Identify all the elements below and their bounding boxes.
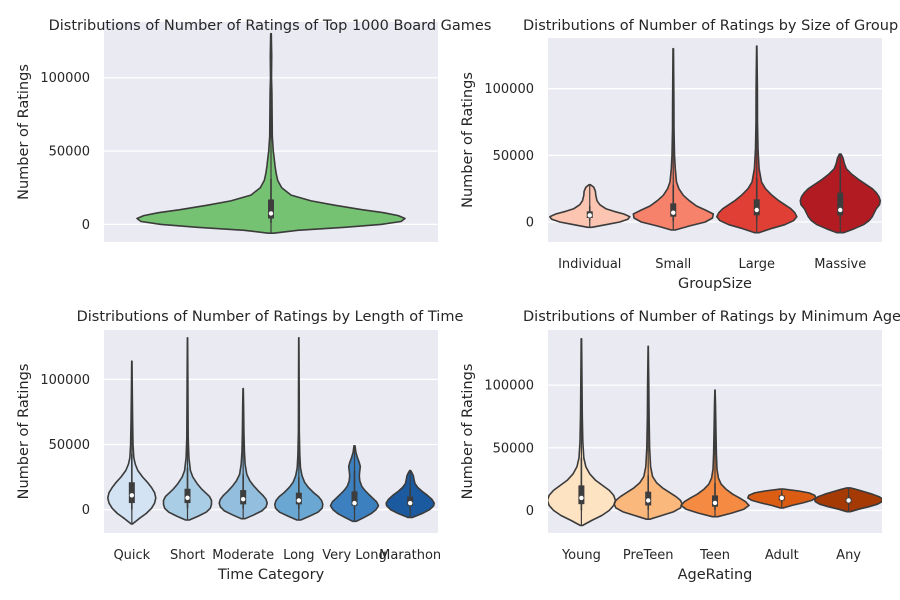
violin-median-dot: [407, 500, 413, 506]
x-tick-label: Massive: [814, 257, 866, 272]
x-tick-label: Individual: [558, 257, 621, 272]
x-tick-label: Teen: [699, 548, 730, 563]
x-tick-label: PreTeen: [623, 548, 674, 563]
x-tick-label: Very Long: [322, 548, 387, 563]
y-tick-label: 0: [526, 216, 534, 231]
y-tick-label: 0: [82, 503, 90, 518]
x-tick-label: Moderate: [212, 548, 274, 563]
violin-iqr-box: [753, 199, 760, 216]
y-axis-label: Number of Ratings: [460, 72, 476, 208]
x-tick-label: Any: [836, 548, 861, 563]
y-tick-label: 100000: [40, 373, 90, 388]
violin-iqr-box: [128, 482, 135, 504]
x-axis-label: GroupSize: [678, 276, 752, 292]
violin-median-dot: [296, 498, 302, 503]
y-tick-label: 50000: [49, 438, 90, 453]
chart-panel-4: 0 50000 100000 Young PreTeen Teen Adult Any Dist…: [460, 309, 900, 583]
chart-title: Distributions of Number of Ratings by Mi…: [523, 309, 900, 325]
x-tick-label: Adult: [765, 548, 799, 563]
violin-median-dot: [838, 207, 843, 213]
chart-title: Distributions of Number of Ratings of To…: [49, 18, 492, 34]
x-tick-label: Young: [561, 548, 601, 563]
violin-iqr-box: [837, 192, 844, 216]
chart-panel-3: 0 50000 100000 Quick Short Moderate Long Very L…: [16, 309, 463, 583]
x-axis-label: Time Category: [217, 567, 325, 583]
y-tick-label: 0: [526, 504, 534, 519]
x-tick-label: Long: [283, 548, 314, 563]
chart-panel-1: 0 50000 100000 Distributions of Number of R…: [16, 18, 491, 242]
x-tick-label: Quick: [113, 548, 150, 563]
violin-median-dot: [352, 500, 357, 506]
violin-median-dot: [587, 213, 592, 218]
violin-iqr-box: [670, 203, 677, 217]
violin-median-dot: [779, 495, 784, 501]
violin-iqr-box: [578, 485, 585, 505]
violin-median-dot: [646, 498, 651, 503]
violin-iqr-box: [268, 199, 274, 219]
y-tick-label: 100000: [40, 71, 90, 86]
violin-median-dot: [754, 207, 759, 213]
x-tick-label: Short: [170, 548, 205, 563]
y-tick-label: 50000: [49, 145, 90, 160]
x-tick-label: Small: [655, 257, 691, 272]
violin-median-dot: [185, 495, 190, 501]
chart-title: Distributions of Number of Ratings by Le…: [77, 309, 464, 325]
violin-median-dot: [240, 496, 246, 502]
violin-median-dot: [712, 500, 718, 506]
chart-panel-2: 0 50000 100000 Individual Small Large Massive D…: [460, 18, 898, 292]
violin-median-dot: [671, 210, 676, 215]
violin-median-dot: [129, 493, 135, 498]
plot-area: [104, 330, 438, 533]
y-tick-label: 50000: [493, 149, 534, 164]
violin-median-dot: [579, 495, 584, 501]
violin-median-dot: [846, 498, 851, 503]
y-axis-label: Number of Ratings: [460, 364, 476, 500]
y-tick-label: 100000: [484, 82, 534, 97]
x-tick-label: Marathon: [379, 548, 441, 563]
x-axis-label: AgeRating: [678, 567, 753, 583]
violin-median-dot: [268, 211, 274, 216]
y-tick-label: 100000: [484, 379, 534, 394]
x-tick-label: Large: [738, 257, 775, 272]
y-axis-label: Number of Ratings: [16, 364, 32, 500]
y-axis-label: Number of Ratings: [16, 64, 32, 200]
chart-title: Distributions of Number of Ratings by Si…: [523, 18, 898, 34]
violin-iqr-box: [351, 491, 358, 506]
y-tick-label: 50000: [493, 441, 534, 456]
y-tick-label: 0: [82, 218, 90, 233]
